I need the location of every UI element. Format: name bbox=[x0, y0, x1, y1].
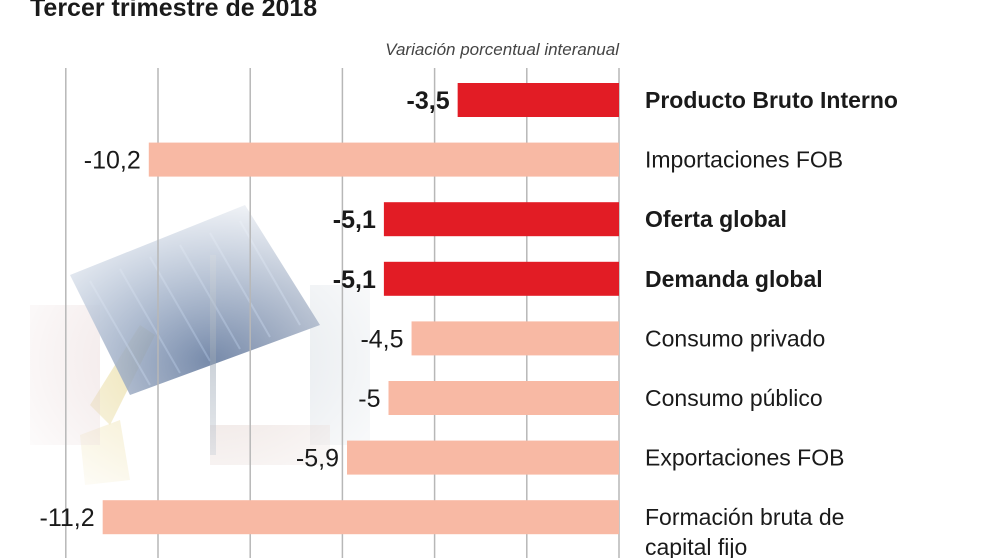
value-label: -5 bbox=[358, 385, 380, 413]
bar bbox=[457, 83, 619, 117]
value-label: -10,2 bbox=[84, 147, 141, 175]
category-label: Consumo privado bbox=[645, 325, 825, 351]
chart-title: Tercer trimestre de 2018 bbox=[30, 0, 318, 22]
category-label: Oferta global bbox=[645, 206, 787, 232]
value-label: -11,2 bbox=[40, 504, 95, 532]
category-label: Exportaciones FOB bbox=[645, 445, 844, 471]
bar bbox=[388, 381, 619, 415]
category-label: Importaciones FOB bbox=[645, 147, 843, 173]
chart-subtitle: Variación porcentual interanual bbox=[385, 40, 619, 59]
value-label: -5,1 bbox=[333, 266, 376, 294]
value-label: -3,5 bbox=[407, 87, 450, 115]
value-label: -5,9 bbox=[296, 445, 339, 473]
value-label: -4,5 bbox=[360, 325, 403, 353]
category-label: Demanda global bbox=[645, 266, 823, 292]
bar bbox=[383, 261, 619, 296]
bar bbox=[102, 500, 620, 535]
bar bbox=[148, 142, 619, 177]
value-label: -5,1 bbox=[333, 206, 376, 234]
category-label: Consumo público bbox=[645, 385, 823, 411]
bar bbox=[411, 321, 619, 356]
bar bbox=[347, 440, 619, 475]
bar bbox=[383, 202, 619, 237]
category-label: Formación bruta de capital fijo bbox=[645, 504, 844, 558]
category-label: Producto Bruto Interno bbox=[645, 87, 898, 113]
